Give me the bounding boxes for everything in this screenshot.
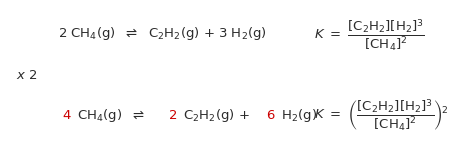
- Text: $K\ =\ \dfrac{[\mathrm{C_2H_2}][\mathrm{H_2}]^3}{[\mathrm{CH_4}]^2}$: $K\ =\ \dfrac{[\mathrm{C_2H_2}][\mathrm{…: [314, 18, 425, 54]
- Text: CH$_4$(g)  $\rightleftharpoons$: CH$_4$(g) $\rightleftharpoons$: [73, 107, 152, 124]
- Text: 6: 6: [266, 109, 275, 122]
- Text: H$_2$(g): H$_2$(g): [277, 107, 317, 124]
- Text: 2: 2: [169, 109, 177, 122]
- Text: 4: 4: [63, 109, 71, 122]
- Text: $K\ =\ \left(\dfrac{[\mathrm{C_2H_2}][\mathrm{H_2}]^3}{[\mathrm{CH_4}]^2}\right): $K\ =\ \left(\dfrac{[\mathrm{C_2H_2}][\m…: [314, 97, 448, 134]
- Text: C$_2$H$_2$(g) +: C$_2$H$_2$(g) +: [179, 107, 251, 124]
- Text: $x$ 2: $x$ 2: [16, 69, 37, 82]
- Text: 2 CH$_4$(g)  $\rightleftharpoons$  C$_2$H$_2$(g) + 3 H$_2$(g): 2 CH$_4$(g) $\rightleftharpoons$ C$_2$H$…: [58, 24, 267, 41]
